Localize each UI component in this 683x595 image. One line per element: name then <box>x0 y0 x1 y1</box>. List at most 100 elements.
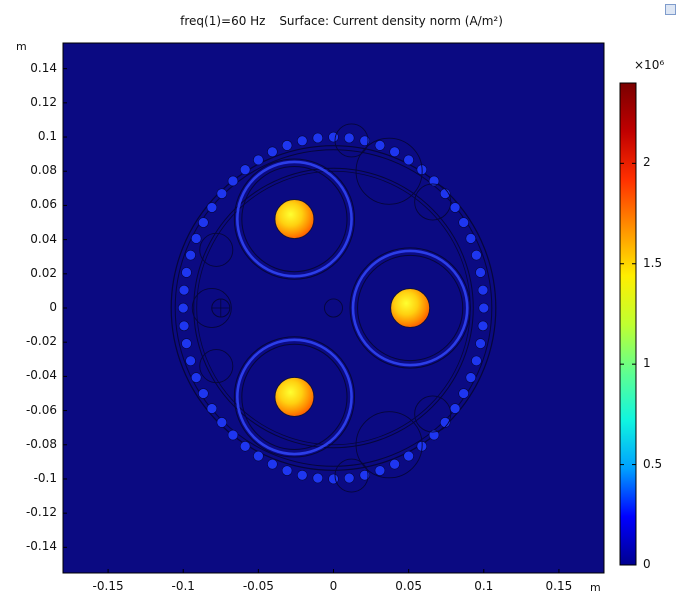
y-tick-label: 0 <box>49 300 57 314</box>
title-quantity: Surface: Current density norm (A/m²) <box>279 14 503 28</box>
y-tick-label: -0.08 <box>25 436 57 451</box>
phase-top-screen-outer <box>236 160 353 278</box>
colorbar-tick-label: 2 <box>643 155 651 170</box>
armour-wire <box>178 284 190 296</box>
armour-wire <box>343 132 355 144</box>
field-background <box>63 43 604 573</box>
armour-wire <box>239 164 251 175</box>
filler-profile <box>324 298 343 318</box>
armour-wire <box>267 146 278 158</box>
filler-profile <box>414 183 452 221</box>
armour-wire <box>389 146 400 158</box>
armour-wire <box>281 465 293 476</box>
filler-profile <box>355 137 423 205</box>
filler-profile <box>334 458 369 493</box>
armour-wire <box>296 135 308 147</box>
armour-wire <box>475 267 486 278</box>
armour-wire <box>281 140 293 151</box>
phase-top-conductor <box>274 199 315 240</box>
phase-right-conductor <box>390 287 431 329</box>
y-tick-label: -0.1 <box>33 470 57 485</box>
armour-wire <box>296 469 308 481</box>
y-tick-label: 0.02 <box>30 265 57 280</box>
armour-wire <box>178 320 190 332</box>
armour-wire <box>471 249 482 261</box>
window-icon[interactable] <box>665 4 676 15</box>
y-tick-label: -0.06 <box>25 402 57 417</box>
colorbar-tick-label: 0.5 <box>643 456 663 471</box>
x-tick-label: -0.1 <box>171 579 195 593</box>
filler-profile <box>199 349 234 384</box>
armour-wire <box>403 450 414 462</box>
armour-wire <box>458 388 469 399</box>
armour-wire <box>471 355 482 367</box>
outer-sheath <box>170 145 497 471</box>
y-tick-label: -0.02 <box>25 334 57 349</box>
armour-wire <box>428 429 440 441</box>
x-axis-unit-label: m <box>590 581 601 594</box>
armour-wire <box>475 338 486 349</box>
x-tick-label: -0.15 <box>92 579 124 593</box>
y-tick-label: 0.04 <box>30 231 57 246</box>
phase-right-semicon <box>357 254 464 362</box>
phase-bottom-conductor <box>274 376 315 417</box>
phase-top-insulation <box>233 158 356 280</box>
filler-profile <box>414 395 452 433</box>
phase-bottom-insulation <box>233 336 356 458</box>
colorbar-multiplier: ×10⁶ <box>634 58 665 72</box>
armour-wire <box>216 188 228 199</box>
armour-wire <box>465 233 477 244</box>
armour-wire <box>190 233 202 244</box>
plot-title: freq(1)=60 Hz Surface: Current density n… <box>0 14 683 28</box>
armour-wire <box>190 372 202 383</box>
phase-bottom-semicon <box>241 343 348 451</box>
armour-wire <box>477 320 489 332</box>
y-axis-unit-label: m <box>16 40 27 53</box>
armour-wire <box>403 154 414 166</box>
armour-wire <box>185 355 196 367</box>
filler-profile <box>199 232 234 267</box>
armour-wire <box>449 202 461 213</box>
armour-wire <box>449 403 461 414</box>
armour-wire <box>239 441 251 452</box>
armour-wire <box>312 132 324 144</box>
armour-wire <box>206 403 218 414</box>
armour-wire <box>343 472 355 484</box>
armour-wire <box>181 267 192 278</box>
armour-wire <box>185 249 196 261</box>
y-tick-label: 0.12 <box>30 94 57 109</box>
armour-wire <box>198 388 209 399</box>
armour-wire <box>267 458 278 470</box>
y-tick-label: -0.04 <box>25 368 57 383</box>
armour-wire <box>206 202 218 213</box>
y-tick-label: 0.14 <box>30 60 57 75</box>
filler-profile <box>334 123 369 158</box>
armour-wire <box>253 450 264 462</box>
filler-profile <box>355 411 423 479</box>
colorbar <box>619 82 637 566</box>
armour-wire <box>253 154 264 166</box>
phase-right-insulation <box>349 247 471 369</box>
y-tick-label: -0.12 <box>25 505 57 520</box>
armour-wire <box>359 135 371 147</box>
armour-wire <box>359 469 371 481</box>
x-tick-label: 0 <box>329 579 338 593</box>
x-tick-label: 0.15 <box>545 579 573 593</box>
phase-bottom-screen-outer <box>236 338 353 456</box>
armour-wire <box>389 458 400 470</box>
armour-wire <box>312 472 324 484</box>
armour-wire <box>374 140 386 151</box>
colorbar-tick-label: 0 <box>643 557 651 571</box>
armour-wire <box>428 175 440 187</box>
x-tick-label: 0.05 <box>395 579 422 593</box>
armour-wire <box>458 217 469 228</box>
armour-wire <box>465 372 477 383</box>
title-frequency: freq(1)=60 Hz <box>180 14 266 28</box>
armour-wire <box>216 417 228 428</box>
filler-profile <box>191 288 232 328</box>
armour-wire <box>478 302 490 314</box>
armour-wire <box>198 217 209 228</box>
x-tick-label: 0.1 <box>474 579 494 593</box>
y-tick-label: 0.08 <box>30 163 57 178</box>
